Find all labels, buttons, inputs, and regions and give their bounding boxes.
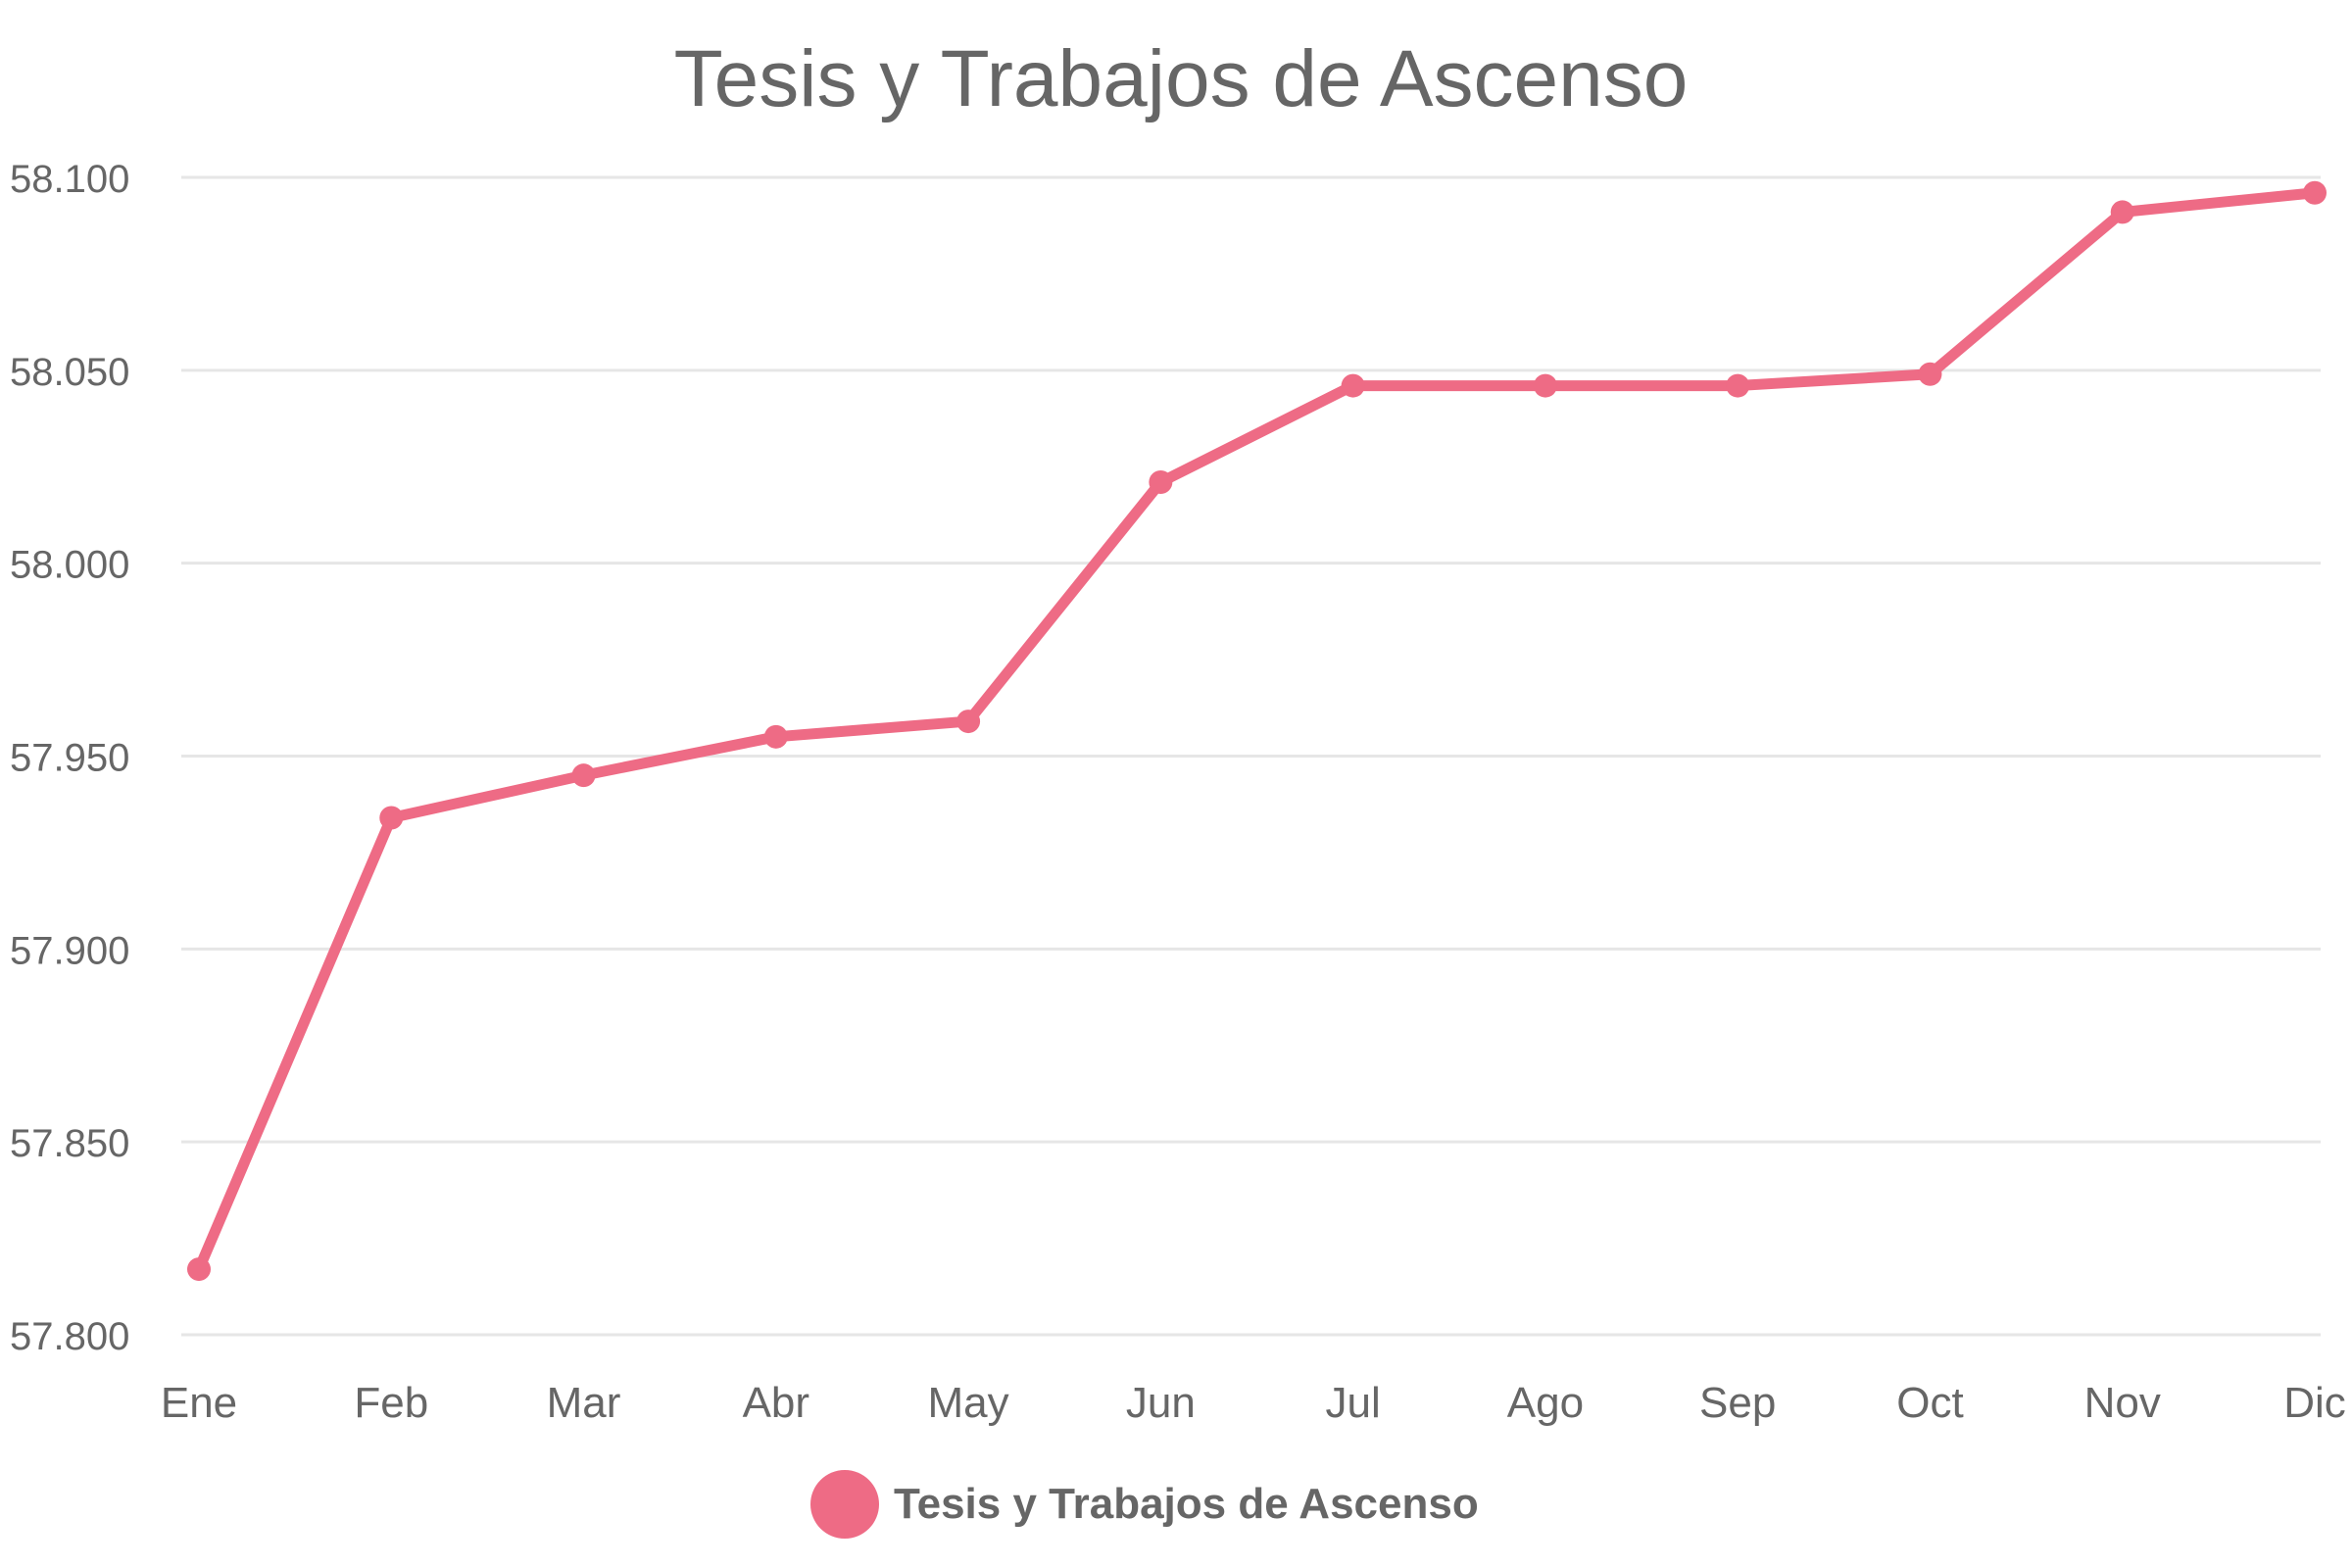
x-tick-label: May [928,1379,1009,1427]
x-tick-label: Jun [1126,1379,1196,1427]
x-tick-label: Ago [1507,1379,1584,1427]
legend-swatch [810,1470,879,1539]
x-tick-label: Ene [161,1379,237,1427]
chart-title: Tesis y Trabajos de Ascenso [674,34,1689,123]
data-point[interactable] [2303,180,2327,205]
y-tick-label: 57.850 [10,1122,129,1165]
x-tick-label: Mar [547,1379,621,1427]
data-point[interactable] [187,1257,211,1282]
x-tick-label: Oct [1896,1379,1963,1427]
y-tick-label: 57.950 [10,737,129,780]
data-point[interactable] [1533,373,1557,398]
series-layer [187,180,2327,1282]
y-tick-label: 57.800 [10,1315,129,1358]
data-point[interactable] [956,710,981,734]
data-point[interactable] [1918,362,1942,386]
y-tick-label: 58.100 [10,158,129,201]
legend-label: Tesis y Trabajos de Ascenso [894,1480,1479,1528]
data-point[interactable] [763,724,788,749]
series-line [193,187,2321,1275]
x-axis-ticks: Ene Feb Mar Abr May Jun Jul Ago Sep Oct Nov Dic [161,1379,2346,1427]
data-point[interactable] [1726,373,1750,398]
x-tick-label: Abr [743,1379,809,1427]
x-tick-label: Feb [354,1379,428,1427]
data-point[interactable] [379,806,404,830]
x-tick-label: Nov [2084,1379,2161,1427]
data-point[interactable] [571,763,596,788]
legend[interactable]: Tesis y Trabajos de Ascenso [810,1470,1479,1539]
x-tick-label: Jul [1326,1379,1381,1427]
data-point[interactable] [1149,469,1173,494]
y-tick-label: 58.000 [10,544,129,587]
x-tick-label: Dic [2283,1379,2346,1427]
data-point[interactable] [2110,200,2134,224]
grid-layer [181,175,2321,1337]
x-tick-label: Sep [1699,1379,1776,1427]
y-tick-label: 58.050 [10,351,129,394]
y-tick-label: 57.900 [10,929,129,972]
data-point[interactable] [1341,373,1365,398]
y-axis-ticks: 57.800 57.850 57.900 57.950 58.000 58.050 58.1… [10,158,129,1358]
